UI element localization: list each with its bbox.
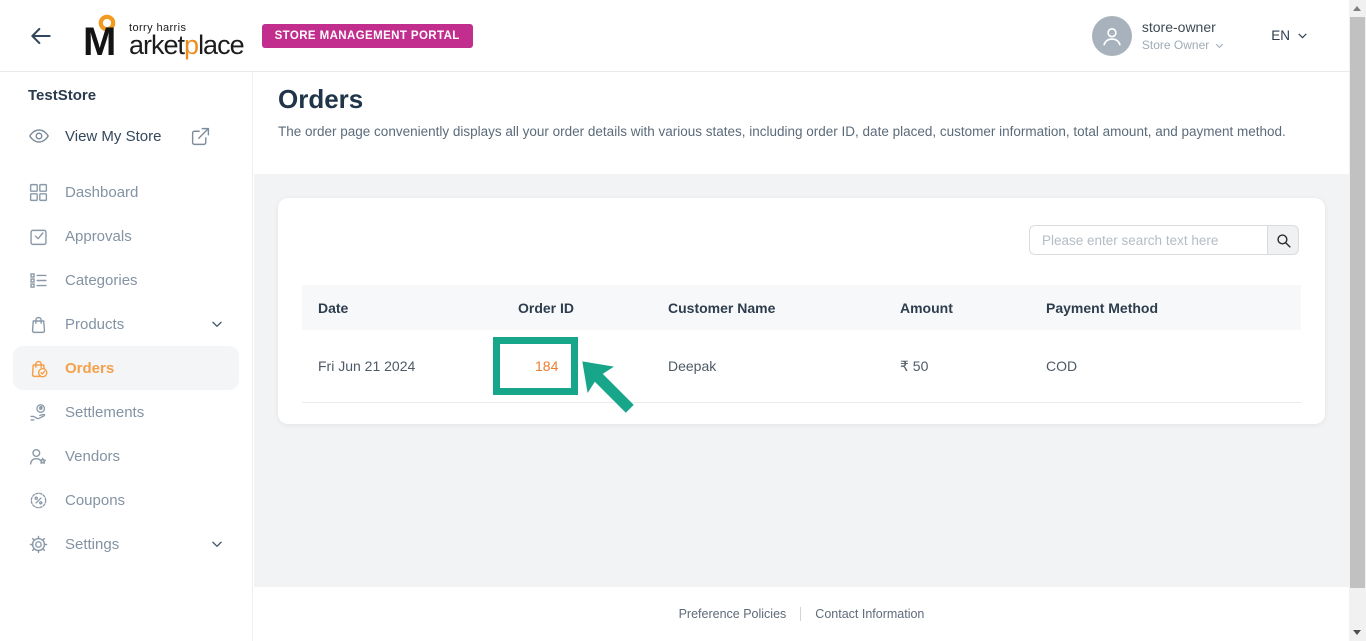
page-description: The order page conveniently displays all… [278,124,1286,139]
column-header-order-id: Order ID [502,300,652,316]
scrollbar-thumb[interactable] [1350,17,1365,588]
view-my-store-link[interactable]: View My Store [0,121,252,151]
sidebar-item-orders[interactable]: Orders [13,346,239,390]
user-role-dropdown[interactable]: Store Owner [1142,38,1225,52]
sidebar: TestStore View My Store Dashboard Approv… [0,72,253,641]
external-link-icon [190,126,211,147]
order-date: Fri Jun 21 2024 [318,358,416,374]
coupons-percent-icon [28,490,49,511]
avatar [1091,15,1132,56]
column-header-amount: Amount [884,300,1030,316]
back-arrow-icon [28,23,54,49]
sidebar-item-settings[interactable]: Settings [0,522,252,566]
settlements-hand-coin-icon [28,402,49,423]
scrollbar-up-arrow-icon[interactable] [1353,6,1361,11]
page-header: Orders The order page conveniently displ… [254,72,1349,174]
sidebar-item-vendors[interactable]: Vendors [0,434,252,478]
chevron-down-icon [1296,29,1309,42]
orders-card: Date Order ID Customer Name Amount Payme… [278,198,1325,424]
products-bag-icon [28,314,49,335]
sidebar-item-settlements[interactable]: Settlements [0,390,252,434]
sidebar-item-products[interactable]: Products [0,302,252,346]
eye-icon [28,125,50,147]
search-bar [1029,225,1299,255]
orders-table: Date Order ID Customer Name Amount Payme… [302,285,1301,403]
sidebar-item-categories[interactable]: Categories [0,258,252,302]
customer-name: Deepak [668,358,717,374]
sidebar-item-approvals[interactable]: Approvals [0,214,252,258]
main-content: Orders The order page conveniently displ… [254,72,1349,641]
page-footer: Preference Policies Contact Information [254,587,1349,641]
store-name: TestStore [28,87,97,104]
search-button[interactable] [1267,225,1299,255]
page-title: Orders [278,84,364,114]
logo-m: M [83,20,116,59]
chevron-down-icon [210,537,224,551]
preference-policies-link[interactable]: Preference Policies [678,607,787,621]
column-header-customer-name: Customer Name [652,300,884,316]
chevron-down-icon [210,317,224,331]
order-id-link[interactable]: 184 [535,358,559,374]
gear-icon [28,534,49,555]
search-icon [1275,232,1292,249]
logo-tagline: torry harris [129,21,187,34]
column-header-date: Date [318,299,349,316]
marketplace-logo: M torry harris arketplace [80,13,245,60]
approvals-check-icon [28,226,49,247]
sidebar-item-coupons[interactable]: Coupons [0,478,252,522]
search-input[interactable] [1029,225,1267,255]
contact-information-link[interactable]: Contact Information [815,607,925,621]
order-amount: ₹ 50 [900,357,929,374]
payment-method: COD [1046,358,1078,374]
vendors-person-star-icon [28,446,49,467]
chevron-down-icon [1214,40,1225,51]
scrollbar-down-arrow-icon[interactable] [1353,630,1361,635]
sidebar-menu: Dashboard Approvals Categories Products [0,170,252,566]
person-icon [1099,23,1125,49]
user-menu[interactable]: store-owner Store Owner [1091,15,1225,56]
language-selector[interactable]: EN [1271,28,1309,43]
orders-bag-check-icon [28,358,49,379]
categories-list-icon [28,270,49,291]
logo-name: arketplace [129,29,245,60]
vertical-scrollbar[interactable] [1349,0,1366,641]
view-my-store-label: View My Store [65,127,162,145]
footer-divider [800,607,802,621]
table-row: Fri Jun 21 2024 184 Deepak ₹ 50 COD [302,330,1301,403]
dashboard-grid-icon [28,182,49,203]
table-header-row: Date Order ID Customer Name Amount Payme… [302,285,1301,330]
column-header-payment-method: Payment Method [1030,300,1301,316]
top-header: M torry harris arketplace STORE MANAGEME… [0,0,1349,72]
user-name: store-owner [1141,19,1216,35]
back-button[interactable] [28,23,54,49]
shopping-bag-logo-icon: M [80,13,128,59]
order-id-cell: 184 [502,358,652,374]
store-management-portal-badge: STORE MANAGEMENT PORTAL [261,23,473,48]
sidebar-item-dashboard[interactable]: Dashboard [0,170,252,214]
